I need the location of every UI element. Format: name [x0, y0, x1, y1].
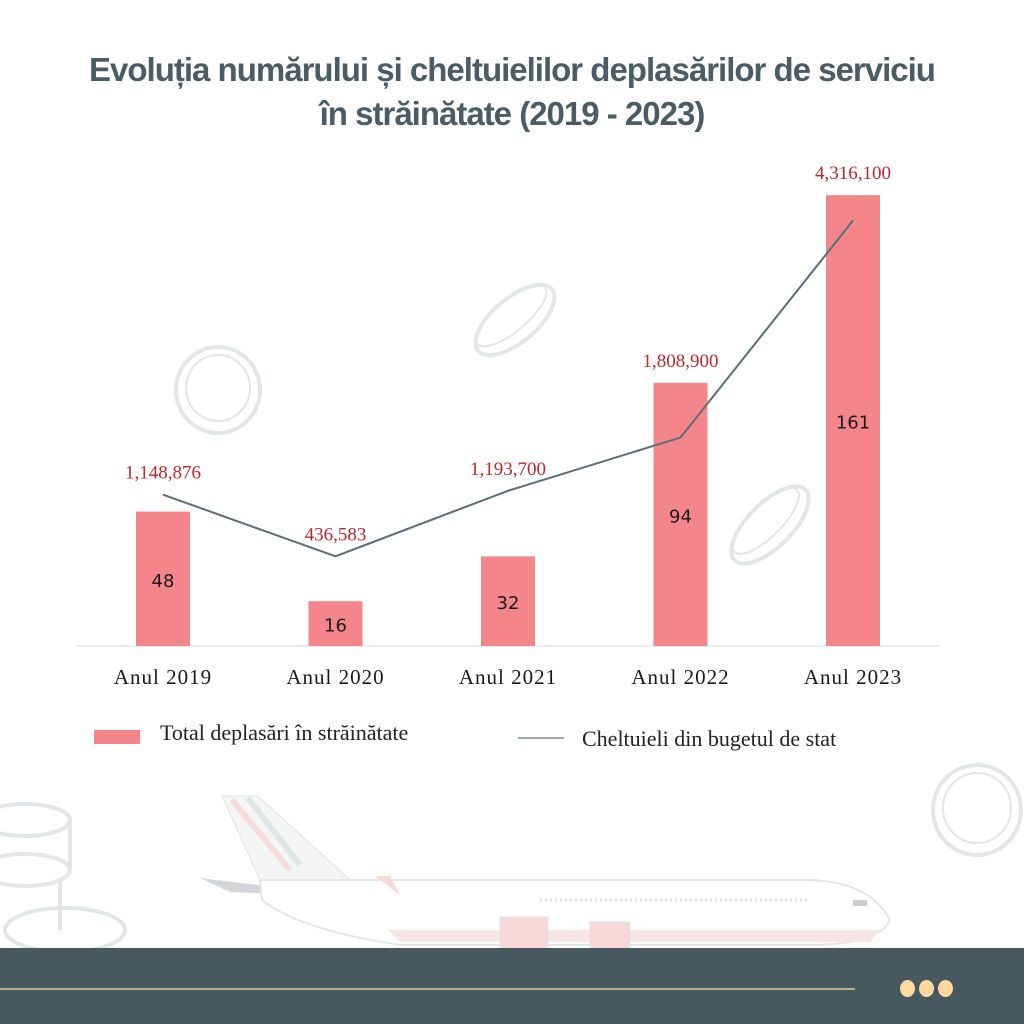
x-tick-label: Anul 2023 [804, 665, 902, 689]
x-tick-label: Anul 2021 [459, 665, 557, 689]
bar-value-label: 48 [152, 571, 175, 592]
dot [919, 980, 934, 997]
line-point [852, 220, 854, 222]
line-point [507, 490, 509, 492]
legend-bar-label: Total deplasări în străinătate [160, 720, 409, 745]
x-tick-label: Anul 2019 [114, 665, 212, 689]
dot [938, 980, 953, 997]
coin-icon [931, 763, 1023, 857]
more-dots-icon [900, 980, 953, 997]
dot [900, 980, 915, 997]
legend: Total deplasări în străinătate Cheltuiel… [0, 720, 1024, 760]
line-value-label: 4,316,100 [815, 163, 891, 184]
bar [653, 382, 708, 646]
coin-icon [174, 345, 262, 435]
footer-divider [0, 988, 855, 990]
x-tick-label: Anul 2022 [631, 665, 729, 689]
airplane-icon [200, 795, 892, 953]
legend-line-swatch [518, 737, 564, 739]
coin-stack-icon [0, 802, 127, 954]
legend-bar-swatch [94, 730, 140, 744]
bar [308, 601, 363, 646]
chart-title-line-2: în străinătate (2019 - 2023) [319, 95, 706, 132]
x-tick-label: Anul 2020 [286, 665, 384, 689]
footer-band [0, 948, 1024, 1024]
line-point [335, 555, 336, 557]
bar-value-label: 94 [669, 506, 692, 527]
line-value-label: 436,583 [305, 524, 367, 545]
line-point [162, 494, 164, 496]
coin-icon [473, 282, 557, 358]
chart-title-line-1: Evoluția numărului și cheltuielilor depl… [89, 51, 936, 88]
line-value-label: 1,193,700 [470, 459, 546, 480]
bar [136, 511, 190, 646]
bar [826, 195, 880, 646]
line-series [162, 219, 854, 558]
coin-icon [729, 484, 811, 566]
bar [481, 556, 535, 646]
line-point [680, 437, 681, 439]
line-value-label: 1,808,900 [643, 351, 719, 372]
line-value-label: 1,148,876 [125, 463, 201, 484]
bar-value-label: 16 [324, 616, 347, 637]
legend-line-label: Cheltuieli din bugetul de stat [582, 726, 837, 751]
bar-value-label: 32 [497, 593, 520, 614]
chart-title: Evoluția numărului și cheltuielilor depl… [0, 48, 1024, 136]
bar-value-label: 161 [836, 413, 870, 434]
